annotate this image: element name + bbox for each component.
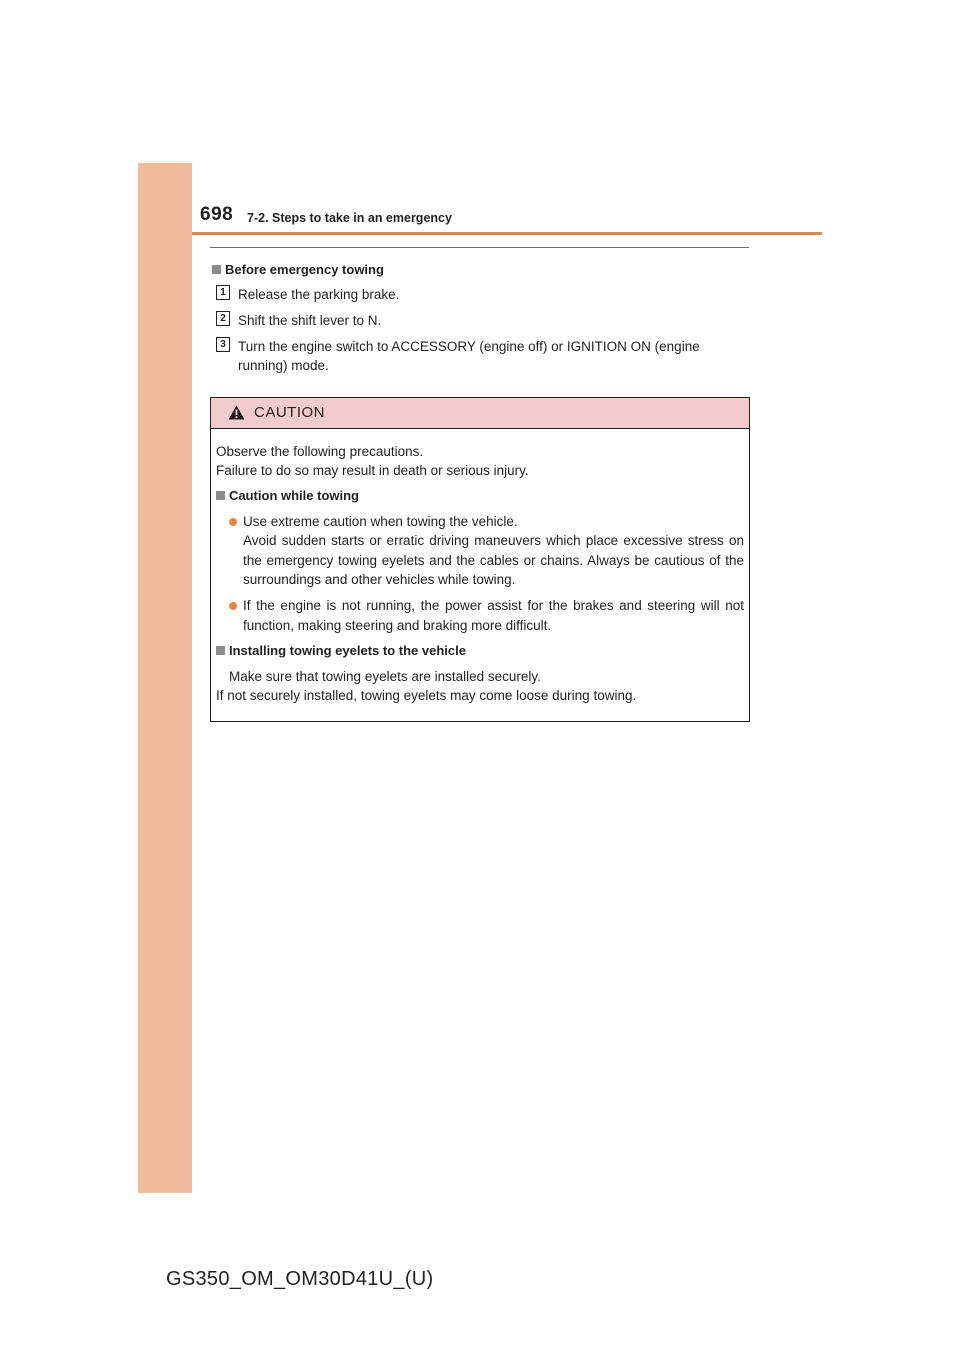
- caution-box: CAUTION Observe the following precaution…: [210, 397, 750, 722]
- subsection-heading-text: Before emergency towing: [225, 262, 384, 277]
- document-code: GS350_OM_OM30D41U_(U): [166, 1268, 434, 1290]
- bullet-dot-icon: [229, 602, 237, 610]
- bullet-dot-icon: [229, 518, 237, 526]
- step-text: Shift the shift lever to N.: [238, 313, 382, 328]
- square-bullet-icon: [212, 265, 221, 274]
- square-bullet-icon: [216, 646, 225, 655]
- content-divider: [210, 247, 749, 248]
- bullet-text: Use extreme caution when towing the vehi…: [243, 514, 518, 529]
- caution-body-line: Make sure that towing eyelets are instal…: [229, 669, 541, 684]
- section-title: 7-2. Steps to take in an emergency: [247, 211, 452, 225]
- bullet-text: Avoid sudden starts or erratic driving m…: [243, 533, 744, 587]
- caution-intro-line: Failure to do so may result in death or …: [216, 463, 529, 478]
- caution-subheading: Caution while towing: [216, 487, 359, 505]
- square-bullet-icon: [216, 491, 225, 500]
- caution-header: CAUTION: [211, 398, 749, 429]
- bullet-text: If the engine is not running, the power …: [243, 598, 744, 633]
- caution-label: CAUTION: [254, 404, 325, 421]
- caution-intro-line: Observe the following precautions.: [216, 444, 424, 459]
- caution-body-line: If not securely installed, towing eyelet…: [216, 688, 637, 703]
- caution-subheading: Installing towing eyelets to the vehicle: [216, 642, 466, 660]
- step-number: 3: [216, 337, 230, 352]
- step-number: 2: [216, 311, 230, 326]
- side-band: [138, 163, 192, 1193]
- caution-subheading-text: Installing towing eyelets to the vehicle: [229, 643, 466, 658]
- subsection-heading: Before emergency towing: [212, 261, 384, 279]
- step-text: Release the parking brake.: [238, 287, 400, 302]
- page-number: 698: [200, 204, 234, 225]
- caution-subheading-text: Caution while towing: [229, 488, 359, 503]
- header-divider: [192, 232, 822, 235]
- step-text: Turn the engine switch to ACCESSORY (eng…: [238, 339, 700, 373]
- warning-triangle-icon: [228, 405, 245, 420]
- step-number: 1: [216, 285, 230, 300]
